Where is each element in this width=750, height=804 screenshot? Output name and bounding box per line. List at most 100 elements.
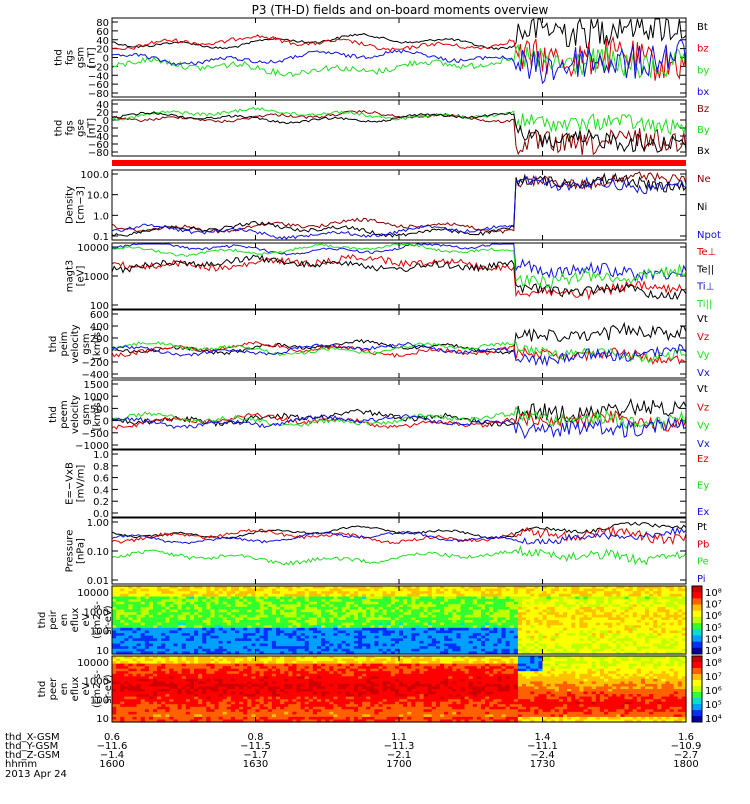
legend-entry: By bbox=[697, 125, 710, 136]
ylabel-line: eflux bbox=[70, 677, 81, 702]
series-line bbox=[112, 107, 686, 134]
legend-entry: Vt bbox=[697, 314, 708, 325]
y-tick-label: 10 bbox=[96, 646, 109, 657]
colorbar-segment bbox=[692, 617, 702, 624]
series-line bbox=[112, 342, 686, 363]
colorbar-segment bbox=[692, 623, 702, 630]
series-line bbox=[112, 342, 686, 364]
colorbar-tick-label: 10⁴ bbox=[705, 634, 722, 645]
ylabel-line: thd bbox=[48, 406, 59, 423]
colorbar-tick-label: 10⁷ bbox=[705, 600, 722, 611]
ylabel-line: velocity bbox=[70, 395, 81, 434]
ylabel-line: gse bbox=[76, 119, 87, 137]
y-tick-label: −500 bbox=[82, 429, 109, 440]
ylabel-line: en bbox=[59, 683, 70, 696]
ylabel-line: thd bbox=[37, 681, 48, 698]
y-tick-label: 10.0 bbox=[87, 191, 109, 202]
y-tick-label: 0.10 bbox=[87, 547, 109, 558]
legend-entry: Te|| bbox=[696, 264, 714, 275]
colorbar-segment bbox=[692, 635, 702, 642]
colorbar-segment bbox=[692, 592, 702, 599]
ylabel-line: [cm−3] bbox=[76, 186, 87, 224]
colorbar-segment bbox=[692, 598, 702, 605]
ylabel-line: thd bbox=[37, 612, 48, 629]
colorbar-segment bbox=[692, 629, 702, 636]
legend-entry: Ez bbox=[697, 454, 709, 465]
ylabel-line: Pressure bbox=[65, 530, 76, 573]
y-tick-label: 400 bbox=[90, 322, 109, 333]
ylabel-line: peim bbox=[59, 331, 70, 356]
y-tick-label: 10000 bbox=[77, 588, 109, 599]
ylabel-line: E=−VxB bbox=[65, 462, 76, 505]
colorbar-tick-label: 10⁶ bbox=[705, 611, 722, 622]
colorbar-segment bbox=[692, 605, 702, 612]
legend-entry: Vx bbox=[697, 368, 710, 379]
ylabel-line: eflux bbox=[70, 608, 81, 633]
legend-entry: Bz bbox=[697, 104, 709, 115]
legend-entry: Ti⊥ bbox=[696, 282, 714, 293]
legend-entry: Ne bbox=[697, 174, 711, 185]
y-tick-label: 1000 bbox=[84, 607, 109, 618]
series-line bbox=[112, 40, 686, 83]
y-tick-label: 1.00 bbox=[87, 518, 109, 529]
y-tick-label: 1000 bbox=[84, 272, 109, 283]
legend-entry: by bbox=[697, 65, 709, 76]
legend-entry: Pb bbox=[697, 539, 709, 550]
legend-entry: Pi bbox=[697, 574, 706, 585]
ylabel-line: [mV/m] bbox=[76, 465, 87, 503]
legend-entry: Ey bbox=[697, 481, 709, 492]
y-tick-label: −80 bbox=[88, 89, 109, 100]
y-tick-label: 0.01 bbox=[87, 576, 109, 587]
series-line bbox=[112, 112, 686, 152]
y-tick-label: 1000 bbox=[84, 392, 109, 403]
legend-entry: Vt bbox=[697, 384, 708, 395]
legend-entry: Ti|| bbox=[696, 299, 712, 310]
legend-entry: Vy bbox=[697, 421, 710, 432]
colorbar-tick-label: 10⁸ bbox=[705, 588, 722, 599]
legend-entry: Bx bbox=[697, 146, 710, 157]
legend-entry: Pe bbox=[697, 557, 709, 568]
y-tick-label: 10 bbox=[96, 714, 109, 725]
colorbar-tick-label: 10³ bbox=[705, 646, 722, 657]
ylabel-line: fgs bbox=[65, 50, 76, 65]
y-tick-label: 200 bbox=[90, 334, 109, 345]
y-tick-label: 1000 bbox=[84, 677, 109, 688]
series-line bbox=[112, 547, 686, 565]
y-tick-label: 10000 bbox=[77, 658, 109, 669]
y-tick-label: 600 bbox=[90, 310, 109, 321]
y-tick-label: 1500 bbox=[84, 380, 109, 391]
y-tick-label: 500 bbox=[90, 404, 109, 415]
ylabel-line: thd bbox=[48, 336, 59, 353]
ylabel-line: peem bbox=[59, 400, 70, 428]
legend-entry: Npot bbox=[697, 230, 721, 241]
y-tick-label: 1.0 bbox=[93, 211, 109, 222]
legend-entry: Bt bbox=[697, 22, 708, 33]
ylabel-line: fgs bbox=[65, 120, 76, 135]
colorbar-segment bbox=[692, 648, 702, 655]
y-tick-label: 0.6 bbox=[93, 474, 109, 485]
y-tick-label: 0 bbox=[103, 346, 109, 357]
y-tick-label: 0.4 bbox=[93, 485, 109, 496]
y-tick-label: 0.1 bbox=[93, 232, 109, 243]
ylabel-line: peer bbox=[48, 677, 59, 701]
y-tick-label: 100 bbox=[90, 695, 109, 706]
ylabel-line: Density bbox=[65, 186, 76, 224]
y-tick-label: 100 bbox=[90, 627, 109, 638]
legend-entry: Vy bbox=[697, 350, 710, 361]
legend-entry: Ni bbox=[697, 202, 707, 213]
y-tick-label: 0 bbox=[103, 417, 109, 428]
y-tick-label: −80 bbox=[88, 148, 109, 159]
ylabel-line: magt3 bbox=[65, 260, 76, 293]
legend-entry: Pt bbox=[697, 522, 707, 533]
legend-entry: Ex bbox=[697, 507, 709, 518]
colorbar-segment bbox=[692, 611, 702, 618]
